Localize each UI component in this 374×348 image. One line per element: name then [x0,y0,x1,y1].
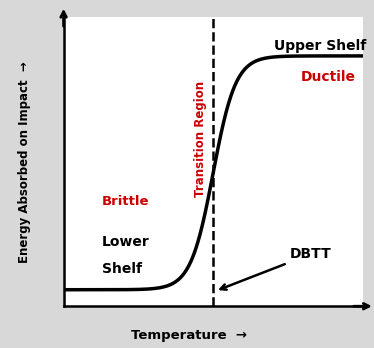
Text: Brittle: Brittle [102,195,150,208]
Text: Temperature  →: Temperature → [131,329,247,342]
Text: Energy Absorbed on Impact  →: Energy Absorbed on Impact → [18,61,31,263]
Text: Transition Region: Transition Region [194,81,207,197]
Text: Lower: Lower [102,235,150,249]
Text: Upper Shelf: Upper Shelf [274,39,366,53]
Text: Ductile: Ductile [301,70,356,84]
Text: DBTT: DBTT [221,247,332,290]
Text: Shelf: Shelf [102,262,142,276]
